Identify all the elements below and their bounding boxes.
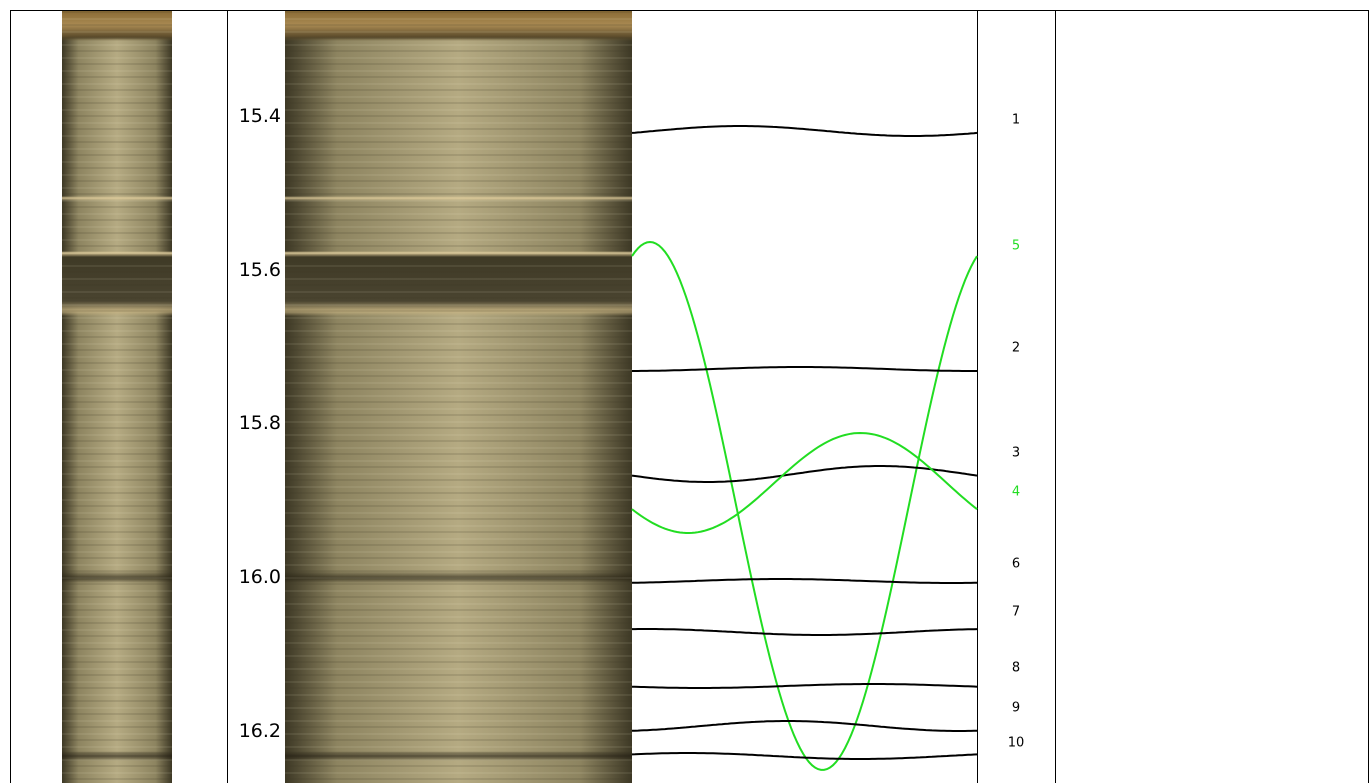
feature-label: 6 xyxy=(1011,556,1021,572)
feature-label: 8 xyxy=(1011,660,1021,676)
depth-label: 15.6 xyxy=(238,259,281,281)
feature-label: 3 xyxy=(1011,445,1021,461)
divider xyxy=(227,10,228,783)
depth-label: 16.2 xyxy=(238,720,281,742)
divider xyxy=(977,10,978,783)
feature-label: 5 xyxy=(1011,238,1021,254)
feature-sinusoid xyxy=(632,366,977,372)
feature-sinusoid xyxy=(631,720,977,732)
feature-sinusoid xyxy=(632,578,977,584)
core-image-wide xyxy=(285,11,632,783)
feature-label: 4 xyxy=(1011,484,1021,500)
core-image-narrow xyxy=(62,11,172,783)
feature-sinusoid xyxy=(631,125,978,137)
feature-sinusoid xyxy=(631,683,978,689)
feature-sinusoid xyxy=(631,465,978,483)
feature-label: 2 xyxy=(1011,340,1021,356)
divider xyxy=(1055,10,1056,783)
frame xyxy=(10,10,1369,783)
feature-sinusoid xyxy=(631,240,978,771)
depth-label: 15.8 xyxy=(238,412,281,434)
depth-label: 15.4 xyxy=(238,105,281,127)
feature-sinusoid xyxy=(632,628,978,636)
feature-sinusoid xyxy=(631,752,978,760)
feature-sinusoid xyxy=(631,431,978,534)
feature-label: 7 xyxy=(1011,604,1021,620)
feature-label: 9 xyxy=(1011,700,1021,716)
feature-label: 10 xyxy=(1007,735,1025,751)
depth-label: 16.0 xyxy=(238,566,281,588)
feature-label: 1 xyxy=(1011,112,1021,128)
